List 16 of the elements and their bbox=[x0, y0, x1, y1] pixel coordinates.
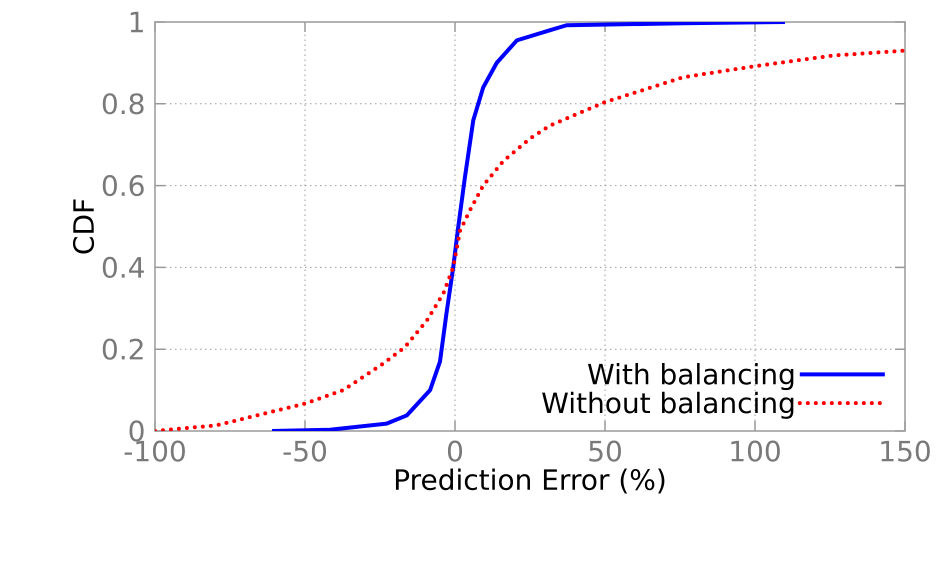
y-axis-title: CDF bbox=[72, 200, 94, 254]
x-tick-label: 50 bbox=[589, 440, 621, 462]
y-tick-label: 0.6 bbox=[102, 175, 144, 196]
y-tick-label: 1 bbox=[130, 12, 143, 32]
x-tick-label: 150 bbox=[881, 440, 930, 462]
y-tick-label: 0 bbox=[130, 420, 144, 442]
legend-label: With balancing bbox=[588, 363, 794, 390]
x-tick-label: -100 bbox=[124, 440, 185, 462]
x-tick-label: 100 bbox=[731, 440, 780, 462]
x-tick-label: 0 bbox=[448, 440, 462, 462]
y-tick-label: 0.8 bbox=[102, 93, 144, 114]
x-tick-label: -50 bbox=[284, 440, 326, 462]
x-axis-title: Prediction Error (%) bbox=[396, 468, 664, 494]
legend-label: Without balancing bbox=[542, 392, 794, 419]
y-tick-label: 0.4 bbox=[102, 256, 144, 278]
y-tick-label: 0.2 bbox=[102, 338, 143, 360]
